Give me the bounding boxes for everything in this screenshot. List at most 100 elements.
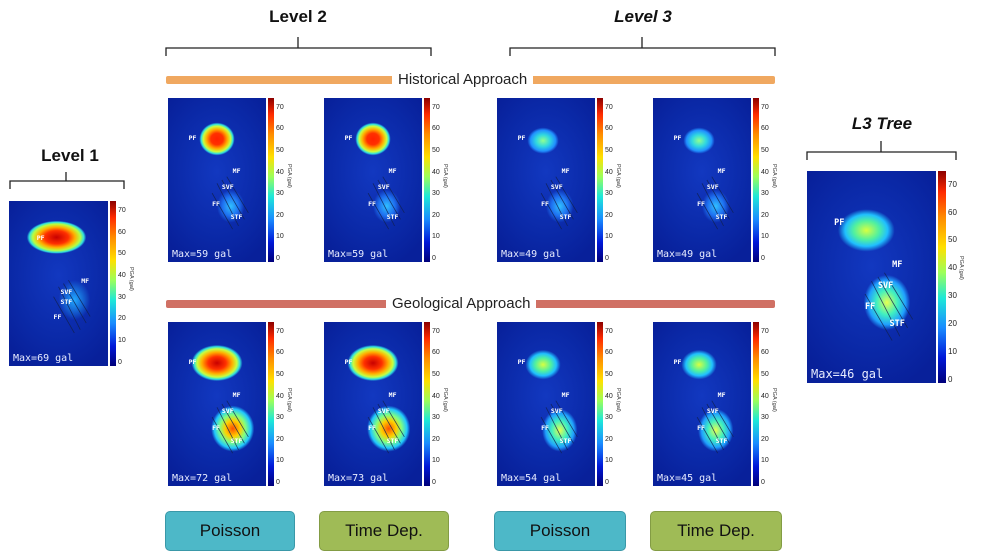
colorbar (753, 98, 759, 262)
map-panel-geo-l2-poisson: PF MF SVF FF STF Max=72 gal 70 60 50 40 30 20 10 0 PGA… (168, 322, 300, 486)
colorbar-tick: 50 (761, 146, 769, 154)
pga-map: PF MF SVF FF STF Max=59 gal (168, 98, 266, 262)
fault-traces (540, 400, 578, 454)
colorbar-tick: 20 (432, 435, 440, 443)
colorbar (424, 98, 430, 262)
colorbar-tick: 60 (276, 125, 284, 133)
fault-line (877, 276, 908, 329)
fault-label-mf: MF (892, 260, 903, 271)
fault-line (545, 183, 568, 227)
fault-label-svf: SVF (706, 407, 719, 416)
colorbar-tick: 60 (432, 125, 440, 133)
fault-line (211, 416, 234, 454)
fault-line (540, 416, 563, 454)
fault-label-ff: FF (212, 423, 220, 432)
level-2-time-dep-button[interactable]: Time Dep. (319, 511, 449, 551)
colorbar-tick: 0 (432, 478, 436, 486)
fault-line (216, 183, 239, 227)
fault-line (540, 192, 563, 230)
fault-line (372, 407, 395, 451)
colorbar-tick: 20 (761, 435, 769, 443)
geological-approach-label: Geological Approach (386, 295, 537, 313)
colorbar-tick: 20 (118, 315, 126, 323)
fault-label-mf: MF (717, 166, 726, 175)
fault-line (706, 403, 730, 444)
fault-label-ff: FF (697, 423, 705, 432)
colorbar-tick: 50 (118, 250, 126, 258)
colorbar (110, 201, 116, 366)
colorbar-tick: 30 (432, 190, 440, 198)
colorbar-tick: 40 (761, 392, 769, 400)
colorbar-tick: 10 (761, 233, 769, 241)
colorbar-tick: 50 (276, 370, 284, 378)
colorbar-tick: 50 (761, 370, 769, 378)
fault-line (226, 176, 249, 214)
pga-map: PF MF SVF FF STF Max=49 gal (653, 98, 751, 262)
colorbar (753, 322, 759, 486)
fault-label-ff: FF (212, 199, 220, 208)
colorbar-tick: 20 (432, 211, 440, 219)
level-3-time-dep-button[interactable]: Time Dep. (650, 511, 782, 551)
fault-traces (696, 176, 734, 230)
colorbar-tick: 30 (276, 414, 284, 422)
fault-label-stf: STF (715, 436, 728, 445)
colorbar-tick: 60 (761, 349, 769, 357)
fault-line (864, 293, 893, 341)
pga-map: PF MF SVF FF STF Max=54 gal (497, 322, 595, 486)
fault-label-mf: MF (388, 166, 397, 175)
colorbar-tick: 20 (948, 319, 957, 329)
fault-traces (696, 400, 734, 454)
level-2-poisson-button[interactable]: Poisson (165, 511, 295, 551)
pga-map: PF MF SVF FF STF Max=45 gal (653, 322, 751, 486)
fault-line (871, 281, 901, 337)
map-panel-hist-l2-poisson: PF MF SVF FF STF Max=59 gal 70 60 50 40 30 20 10 0 PGA… (168, 98, 300, 262)
colorbar (938, 171, 946, 383)
max-pga-label: Max=59 gal (328, 249, 389, 260)
colorbar-tick: 70 (432, 103, 440, 111)
fault-label-pf: PF (834, 217, 845, 228)
fault-label-svf: SVF (877, 281, 894, 292)
colorbar-label: PGA (gal) (771, 163, 777, 188)
fault-label-stf: STF (230, 436, 243, 445)
colorbar (597, 98, 603, 262)
colorbar-tick: 30 (118, 293, 126, 301)
fault-label-mf: MF (81, 276, 90, 285)
colorbar-tick: 0 (276, 254, 280, 262)
fault-traces (211, 176, 249, 230)
colorbar-tick: 60 (432, 349, 440, 357)
fault-traces (367, 176, 405, 230)
fault-label-stf: STF (559, 436, 572, 445)
fault-line (701, 183, 724, 227)
colorbar-tick: 10 (761, 457, 769, 465)
level-2-brace (165, 37, 432, 56)
colorbar-tick: 40 (605, 392, 613, 400)
fault-traces (53, 279, 91, 334)
max-pga-label: Max=72 gal (172, 473, 233, 484)
level-3-title: Level 3 (614, 7, 672, 26)
colorbar-tick: 60 (948, 207, 957, 217)
colorbar-label: PGA (gal) (615, 163, 621, 188)
fault-label-ff: FF (541, 423, 549, 432)
fault-line (706, 179, 730, 220)
colorbar-label: PGA (gal) (442, 387, 448, 412)
map-panel-l3tree: PF MF SVF FF STF Max=46 gal 70 60 50 40 30 20 10 0 PGA… (807, 171, 974, 384)
colorbar-tick: 0 (605, 478, 609, 486)
colorbar-tick: 20 (605, 435, 613, 443)
fault-label-svf: SVF (706, 183, 719, 192)
fault-label-stf: STF (889, 319, 905, 330)
colorbar-tick: 0 (761, 478, 765, 486)
colorbar-tick: 10 (276, 233, 284, 241)
fault-label-pf: PF (673, 358, 682, 367)
fault-label-ff: FF (697, 199, 705, 208)
colorbar-tick: 0 (432, 254, 436, 262)
fault-label-ff: FF (541, 199, 549, 208)
colorbar-tick: 60 (605, 125, 613, 133)
colorbar-tick: 50 (432, 146, 440, 154)
level-3-poisson-button[interactable]: Poisson (494, 511, 626, 551)
fault-label-ff: FF (368, 199, 376, 208)
fault-line (367, 416, 390, 454)
colorbar-label: PGA (gal) (128, 267, 134, 291)
fault-label-svf: SVF (221, 183, 234, 192)
fault-label-ff: FF (368, 423, 376, 432)
fault-label-pf: PF (517, 134, 526, 143)
